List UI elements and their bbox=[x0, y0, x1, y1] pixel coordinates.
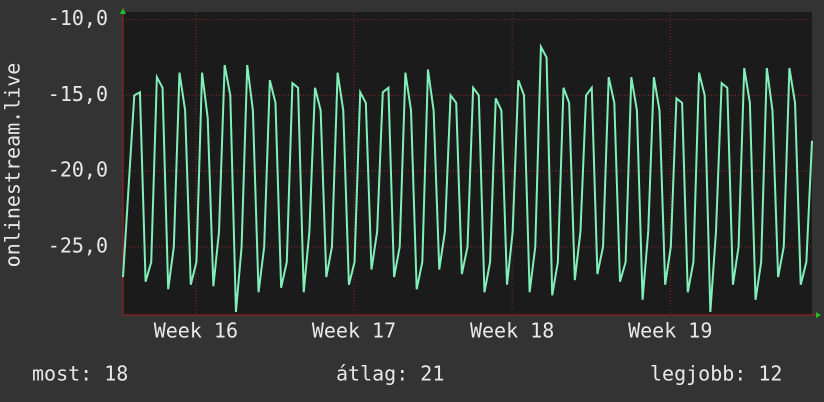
x-tick-label: Week 16 bbox=[154, 319, 238, 343]
y-tick-label: -10,0 bbox=[48, 6, 108, 30]
x-tick-label: Week 19 bbox=[628, 319, 712, 343]
x-tick-label: Week 17 bbox=[312, 319, 396, 343]
y-tick-label: -15,0 bbox=[48, 82, 108, 106]
y-tick-label: -25,0 bbox=[48, 233, 108, 257]
stat-label: most: 18 bbox=[32, 362, 128, 386]
y-arrow bbox=[120, 8, 126, 14]
x-arrow bbox=[816, 312, 821, 318]
x-tick-label: Week 18 bbox=[470, 319, 554, 343]
y-axis-label: onlinestream.live bbox=[1, 63, 25, 268]
stat-label: átlag: 21 bbox=[336, 362, 444, 386]
y-tick-label: -20,0 bbox=[48, 158, 108, 182]
data-line bbox=[122, 43, 813, 313]
stat-label: legjobb: 12 bbox=[650, 362, 782, 386]
